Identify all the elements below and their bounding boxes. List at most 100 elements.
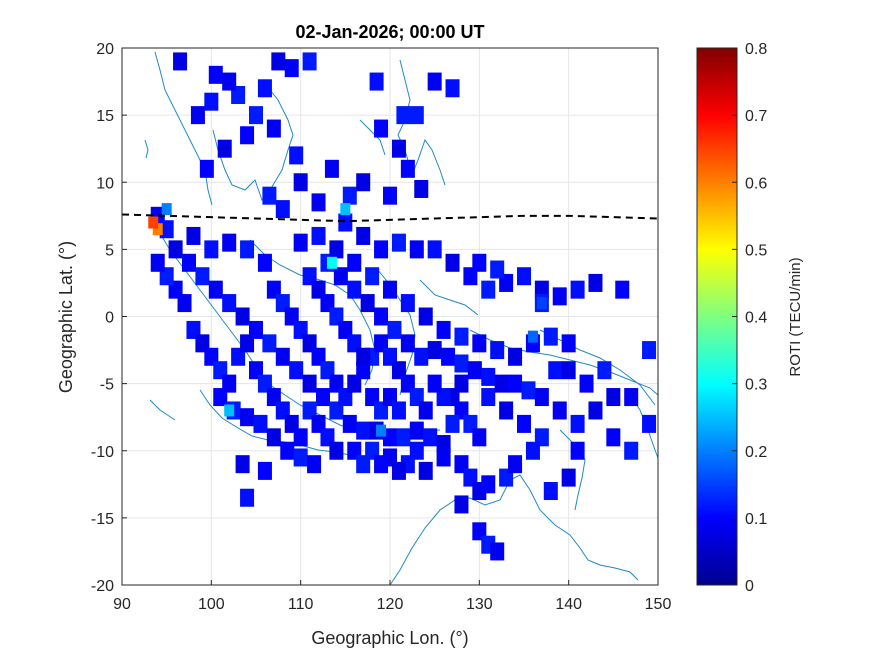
roti-cell bbox=[391, 139, 406, 158]
roti-cell bbox=[499, 401, 514, 420]
roti-cell bbox=[561, 334, 576, 353]
roti-cell bbox=[427, 240, 442, 259]
roti-cell bbox=[222, 374, 237, 393]
y-tick-label: -15 bbox=[91, 511, 114, 528]
roti-cell-high bbox=[152, 223, 163, 236]
roti-cell bbox=[257, 461, 272, 480]
magnetic-equator-line bbox=[122, 213, 658, 223]
roti-cell bbox=[579, 374, 594, 393]
roti-cell bbox=[307, 455, 322, 474]
x-tick-label: 100 bbox=[198, 596, 225, 613]
roti-cell bbox=[490, 341, 505, 360]
roti-cell bbox=[570, 414, 585, 433]
roti-cell bbox=[552, 287, 567, 306]
colorbar-tick-label: 0.2 bbox=[745, 444, 767, 461]
roti-cell bbox=[414, 179, 429, 198]
roti-cell bbox=[240, 488, 255, 507]
roti-cell bbox=[293, 428, 308, 447]
roti-cell bbox=[400, 334, 415, 353]
roti-cell bbox=[240, 126, 255, 145]
roti-cell-high bbox=[326, 256, 337, 269]
roti-cell bbox=[249, 106, 263, 125]
roti-cell bbox=[204, 240, 219, 259]
roti-cell bbox=[302, 374, 317, 393]
roti-cell bbox=[548, 361, 563, 380]
roti-cell bbox=[481, 388, 496, 407]
roti-cell bbox=[441, 347, 456, 366]
roti-cell bbox=[240, 334, 255, 353]
roti-cell bbox=[508, 455, 523, 474]
colorbar-tick-label: 0.6 bbox=[745, 175, 767, 192]
x-tick-label: 130 bbox=[466, 596, 493, 613]
roti-cell bbox=[409, 441, 424, 460]
roti-cell bbox=[293, 448, 308, 467]
roti-cell bbox=[472, 253, 487, 272]
roti-cell bbox=[391, 233, 406, 252]
y-tick-label: 15 bbox=[96, 108, 114, 125]
roti-cell bbox=[436, 448, 451, 467]
roti-cell bbox=[454, 327, 469, 346]
roti-cell bbox=[418, 307, 433, 326]
roti-cell bbox=[289, 361, 304, 380]
roti-cell bbox=[374, 240, 389, 259]
roti-cell bbox=[588, 273, 603, 292]
roti-cell bbox=[356, 455, 371, 474]
roti-cell bbox=[302, 52, 317, 71]
roti-cell bbox=[383, 428, 397, 447]
roti-cell bbox=[445, 253, 460, 272]
roti-cell bbox=[235, 455, 250, 474]
roti-cell bbox=[427, 72, 442, 91]
y-axis-label: Geographic Lat. (°) bbox=[56, 241, 76, 393]
roti-cell bbox=[391, 461, 406, 480]
roti-cell bbox=[240, 408, 255, 427]
roti-cell bbox=[414, 347, 429, 366]
roti-cell bbox=[262, 186, 277, 205]
roti-cell-high bbox=[536, 297, 547, 310]
roti-cell bbox=[275, 200, 290, 219]
roti-cell bbox=[400, 159, 415, 178]
colorbar-tick-label: 0.4 bbox=[745, 310, 767, 327]
roti-cell-high bbox=[376, 424, 387, 437]
x-tick-label: 120 bbox=[377, 596, 404, 613]
colorbar-ticks: 0 0.1 0.2 0.3 0.4 0.5 0.6 0.7 0.8 bbox=[732, 41, 767, 595]
roti-cell bbox=[383, 186, 397, 205]
roti-cell bbox=[329, 441, 344, 460]
roti-cell bbox=[409, 421, 424, 440]
roti-cell bbox=[293, 173, 308, 192]
roti-cell bbox=[454, 495, 469, 514]
roti-cell bbox=[606, 428, 621, 447]
roti-cell bbox=[543, 327, 558, 346]
roti-cell bbox=[311, 193, 326, 212]
roti-cell bbox=[342, 186, 357, 205]
roti-cell bbox=[481, 367, 496, 386]
roti-cell bbox=[240, 240, 255, 259]
roti-cell bbox=[266, 428, 281, 447]
roti-cell bbox=[396, 106, 411, 125]
roti-cell bbox=[356, 347, 371, 366]
roti-cell bbox=[418, 401, 433, 420]
roti-cell bbox=[324, 159, 339, 178]
roti-cell bbox=[445, 79, 460, 98]
roti-cell bbox=[266, 119, 281, 138]
colorbar-tick-label: 0 bbox=[745, 578, 754, 595]
roti-cell bbox=[642, 414, 657, 433]
roti-cell bbox=[356, 226, 371, 245]
roti-cell bbox=[262, 334, 277, 353]
roti-cell bbox=[311, 226, 326, 245]
roti-cell bbox=[561, 468, 576, 487]
roti-cell bbox=[333, 267, 348, 286]
roti-cell bbox=[329, 240, 344, 259]
roti-cell bbox=[208, 280, 223, 299]
roti-cell bbox=[347, 253, 362, 272]
roti-cell bbox=[472, 334, 487, 353]
roti-cell bbox=[271, 52, 286, 71]
x-tick-label: 150 bbox=[645, 596, 672, 613]
roti-cell bbox=[521, 381, 536, 400]
roti-cell bbox=[284, 59, 299, 78]
roti-cell bbox=[173, 52, 188, 71]
colorbar-tick-label: 0.5 bbox=[745, 242, 767, 259]
roti-cell bbox=[454, 374, 469, 393]
y-tick-label: 10 bbox=[96, 175, 114, 192]
roti-cell bbox=[168, 240, 183, 259]
